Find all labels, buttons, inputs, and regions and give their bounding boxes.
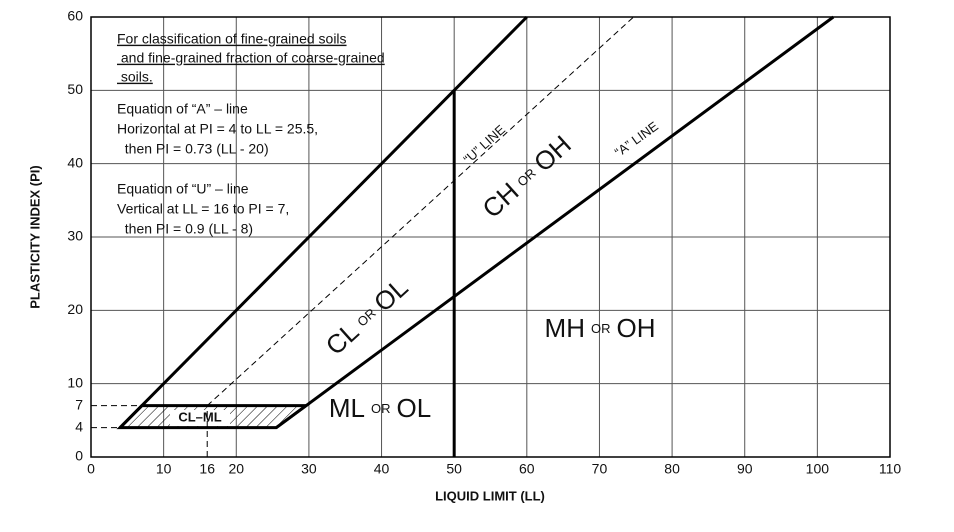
plot-frame [90,16,891,458]
equation-line: Horizontal at PI = 4 to LL = 25.5, [117,121,318,137]
y-tick-label: 60 [67,8,83,24]
x-tick-label: 0 [87,461,95,477]
x-tick-label: 100 [806,461,830,477]
x-tick-label: 70 [592,461,608,477]
y-tick-label: 40 [67,154,83,170]
zone-label-part: OH [616,313,655,343]
equation-line: then PI = 0.73 (LL - 20) [117,141,269,157]
equation-line: Vertical at LL = 16 to PI = 7, [117,201,289,217]
x-tick-label: 10 [156,461,172,477]
note-line: and fine-grained fraction of coarse-grai… [117,50,385,66]
y-axis-title: PLASTICITY INDEX (PI) [27,165,42,309]
equation-line: Equation of “A” – line [117,101,248,117]
x-tick-label: 90 [737,461,753,477]
y-tick-label: 50 [67,81,83,97]
zone-label: MH OR OH [545,313,656,343]
zone-label-part: OR [591,321,611,336]
x-tick-label: 20 [228,461,244,477]
note-line: For classification of fine-grained soils [117,31,347,47]
y-tick-label: 0 [75,448,83,464]
zone-label-part: ML [329,393,365,423]
boundary-line [118,15,528,429]
x-tick-label: 110 [879,461,902,477]
equation-line: Equation of “U” – line [117,181,249,197]
x-tick-label: 30 [301,461,317,477]
x-tick-label: 60 [519,461,535,477]
zone-label-part: OR [371,401,391,416]
y-tick-label: 4 [75,418,83,434]
note-line: soils. [117,69,153,85]
dashed-line [206,16,634,407]
cl-ml-label: CL–ML [178,409,221,424]
y-tick-label: 20 [67,301,83,317]
equation-line: then PI = 0.9 (LL - 8) [117,221,253,237]
x-axis-title: LIQUID LIMIT (LL) [435,488,545,503]
y-tick-label: 30 [67,228,83,244]
x-tick-label: 80 [664,461,680,477]
zone-label-part: OL [396,393,431,423]
zone-label-part: MH [545,313,585,343]
cl-ml-label-bg [170,410,230,426]
zone-label: ML OR OL [329,393,431,423]
boundary-line [275,15,835,429]
x-tick-label: 50 [446,461,462,477]
x-tick-label: 40 [374,461,390,477]
x-tick-label: 16 [199,461,215,477]
y-tick-label: 7 [75,396,83,412]
y-tick-label: 10 [67,374,83,390]
